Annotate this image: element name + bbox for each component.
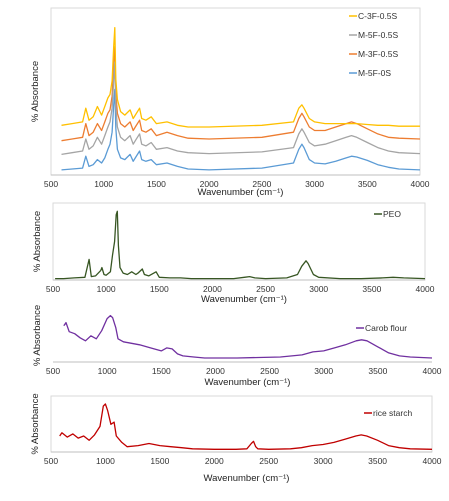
series-line-peo xyxy=(55,210,426,280)
x-tick-label: 2500 xyxy=(252,179,271,189)
series-line-carob-flour xyxy=(63,314,433,359)
x-tick-label: 1000 xyxy=(97,284,116,294)
x-tick-label: 3000 xyxy=(309,284,328,294)
plot-frame xyxy=(52,202,426,281)
x-tick-label: 2000 xyxy=(203,284,222,294)
x-axis-title: Wavenumber (cm⁻¹) xyxy=(201,294,287,305)
y-axis-title: % Absorbance xyxy=(32,211,43,272)
x-tick-label: 3500 xyxy=(362,284,381,294)
x-tick-label: 1000 xyxy=(96,456,115,466)
x-tick-label: 1500 xyxy=(150,284,169,294)
legend-label: M-3F-0.5S xyxy=(358,49,398,59)
x-axis-title: Wavenumber (cm⁻¹) xyxy=(198,187,284,198)
x-tick-label: 1500 xyxy=(152,366,171,376)
series-line-m-3f-0-5s xyxy=(61,45,421,142)
x-tick-label: 2000 xyxy=(200,179,219,189)
x-tick-label: 2500 xyxy=(260,366,279,376)
x-tick-label: 4000 xyxy=(423,456,442,466)
x-tick-label: 3000 xyxy=(314,366,333,376)
x-tick-label: 4000 xyxy=(416,284,435,294)
legend-label: Carob flour xyxy=(365,323,407,333)
x-tick-label: 4000 xyxy=(423,366,442,376)
x-tick-label: 500 xyxy=(46,284,60,294)
x-tick-label: 3500 xyxy=(368,456,387,466)
x-tick-label: 1000 xyxy=(94,179,113,189)
x-tick-label: 1000 xyxy=(98,366,117,376)
x-tick-label: 2500 xyxy=(259,456,278,466)
legend-label: rice starch xyxy=(373,408,412,418)
x-tick-label: 4000 xyxy=(411,179,430,189)
series-line-c-3f-0-5s xyxy=(61,27,420,128)
x-axis-title: Wavenumber (cm⁻¹) xyxy=(204,473,290,484)
x-tick-label: 500 xyxy=(46,366,60,376)
x-tick-label: 2000 xyxy=(205,456,224,466)
series-line-m-5f-0-5s xyxy=(61,61,421,156)
x-tick-label: 500 xyxy=(44,456,58,466)
legend-label: M-5F-0.5S xyxy=(358,30,398,40)
legend-label: M-5F-0S xyxy=(358,68,391,78)
y-axis-title: % Absorbance xyxy=(32,305,43,366)
x-tick-label: 2500 xyxy=(256,284,275,294)
chart-panel-4: 500 1000 1500 2000 2500 3000 3500 4000 Wavenumbe… xyxy=(30,393,442,484)
x-tick-label: 3000 xyxy=(314,456,333,466)
x-tick-label: 3000 xyxy=(305,179,324,189)
x-tick-label: 3500 xyxy=(368,366,387,376)
legend-label: C-3F-0.5S xyxy=(358,11,398,21)
x-tick-label: 2000 xyxy=(206,366,225,376)
x-tick-label: 3500 xyxy=(358,179,377,189)
series-line-rice-starch xyxy=(59,403,433,450)
y-axis-title: % Absorbance xyxy=(30,393,41,454)
x-tick-label: 500 xyxy=(44,179,58,189)
plot-frame xyxy=(50,395,433,453)
chart-panel-3: 500 1000 1500 2000 2500 3000 3500 4000 Wavenumbe… xyxy=(32,305,442,388)
y-axis-title: % Absorbance xyxy=(30,61,41,122)
chart-panel-1: 500 1000 1500 2000 2500 3000 3500 4000 Wavenumbe… xyxy=(30,7,430,198)
legend-label: PEO xyxy=(383,209,401,219)
series-line-m-5f-0s xyxy=(61,88,421,171)
x-axis-title: Wavenumber (cm⁻¹) xyxy=(205,377,291,388)
chart-panel-2: 500 1000 1500 2000 2500 3000 3500 4000 Wavenumbe… xyxy=(32,202,435,305)
x-tick-label: 1500 xyxy=(147,179,166,189)
x-tick-label: 1500 xyxy=(150,456,169,466)
